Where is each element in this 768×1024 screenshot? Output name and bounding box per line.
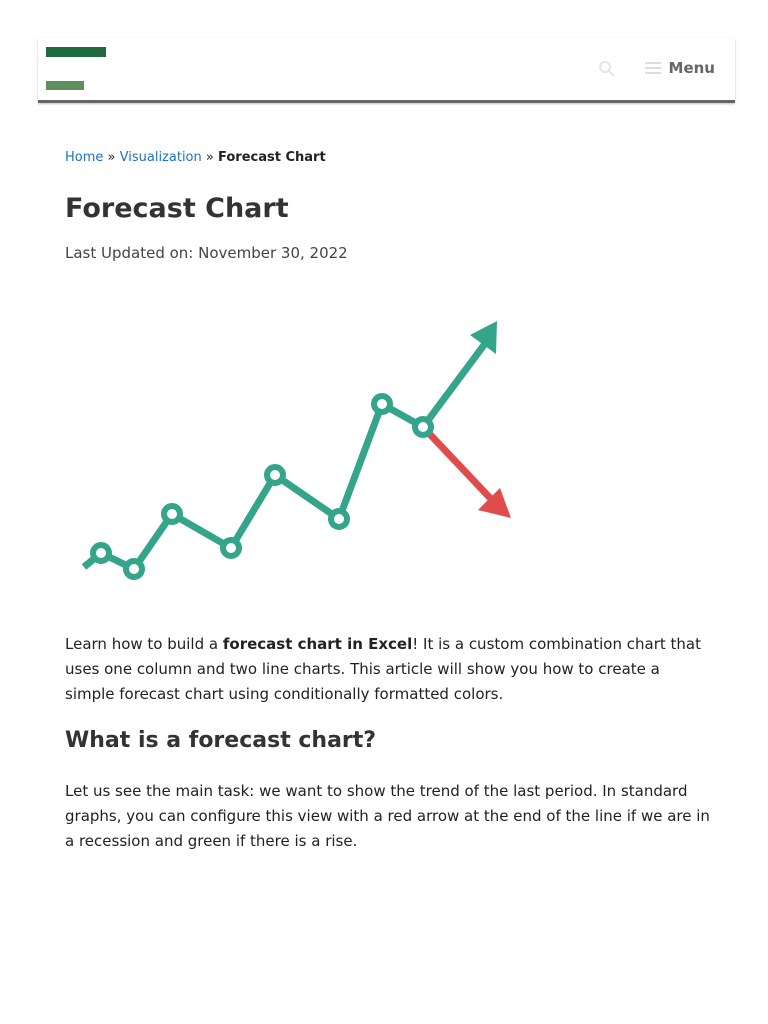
search-icon[interactable]: [598, 60, 616, 78]
bold-text: forecast chart in Excel: [222, 635, 413, 653]
menu-label: Menu: [668, 59, 715, 77]
breadcrumb-separator: »: [205, 150, 214, 165]
logo[interactable]: [46, 47, 106, 57]
last-updated: Last Updated on: November 30, 2022: [65, 244, 348, 262]
breadcrumb-separator: »: [107, 150, 116, 165]
section-heading: What is a forecast chart?: [65, 728, 377, 753]
site-header: Menu: [38, 38, 735, 103]
breadcrumb-link[interactable]: Visualization: [119, 150, 202, 165]
paragraph: Let us see the main task: we want to sho…: [65, 782, 710, 850]
text: ! It is a custom combination chart that …: [65, 635, 701, 703]
menu-icon: [644, 62, 661, 74]
menu-button[interactable]: Menu: [644, 59, 715, 77]
intro-paragraph: Learn how to build a forecast chart in E…: [65, 632, 710, 707]
illustration: [81, 321, 511, 580]
logo-bar: [46, 81, 84, 90]
text: Learn how to build a: [65, 635, 223, 653]
breadcrumb-link[interactable]: Home: [65, 150, 104, 165]
page-title: Forecast Chart: [65, 193, 289, 224]
breadcrumb: Home » Visualization » Forecast Chart: [65, 150, 326, 165]
breadcrumb-current: Forecast Chart: [218, 150, 326, 165]
